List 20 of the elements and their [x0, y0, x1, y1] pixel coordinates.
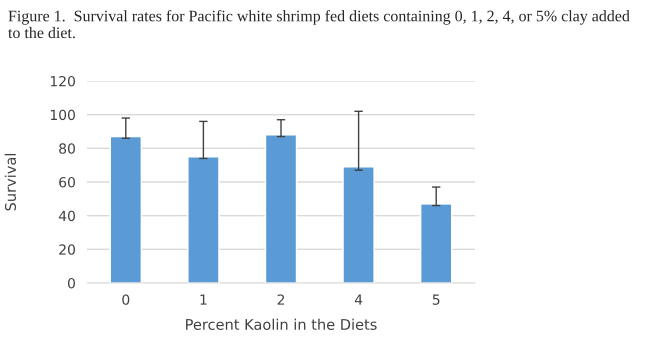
y-axis-title: Survival: [4, 154, 16, 210]
y-tick-label: 20: [59, 244, 75, 255]
bar: [420, 203, 452, 283]
x-tick-label: 1: [200, 294, 207, 305]
y-tick-label: 120: [50, 76, 75, 86]
x-tick-label: 5: [432, 294, 440, 305]
chart-title: Figure 1. Survival rates for Pacific white shrimp fed diets containing 0, 1, 2, 4, or 5% clay added to the diet.: [8, 10, 630, 38]
y-tick-label: 0: [68, 278, 75, 288]
x-tick-label: 2: [278, 294, 284, 305]
bar: [342, 166, 375, 283]
bar: [187, 156, 220, 283]
x-axis-title: Percent Kaolin in the Diets: [186, 318, 377, 330]
bar: [110, 136, 142, 283]
x-tick-label: 0: [122, 294, 130, 305]
y-tick-label: 100: [50, 110, 75, 120]
y-tick-label: 40: [58, 210, 75, 222]
y-tick-label: 80: [59, 143, 75, 154]
bar: [264, 134, 298, 283]
y-tick-label: 60: [59, 176, 75, 188]
x-tick-label: 4: [354, 294, 362, 305]
